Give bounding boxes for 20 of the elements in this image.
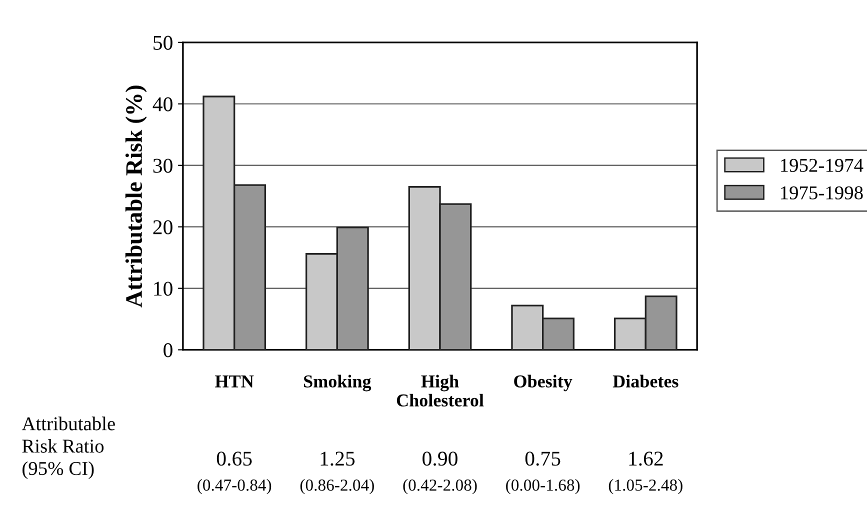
y-tick-label: 30 [153, 158, 172, 173]
legend-label: 1952-1974 [781, 158, 864, 172]
x-tick-label: HTN [215, 376, 254, 388]
x-tick-label: Obesity [514, 374, 572, 392]
x-tick-label: Diabetes [612, 374, 678, 388]
y-axis-title: Attributable Risk (%) [125, 86, 147, 308]
text: 0.75 (0.00-1.68) [506, 452, 580, 494]
text: 1.25 (0.86-2.04) [300, 452, 374, 494]
y-tick-label: 20 [153, 220, 172, 234]
y-tick-label: 50 [154, 36, 172, 50]
y-tick-label: 40 [152, 97, 172, 112]
y-tick-label: 0 [164, 343, 172, 358]
x-tick-label: High Cholesterol [396, 374, 484, 407]
text: Attributable Risk Ratio (95% CI) [22, 416, 115, 480]
legend-label: 1975-1998 [781, 186, 863, 200]
text: 0.65 (0.47-0.84) [198, 452, 272, 494]
y-tick-label: 10 [154, 282, 172, 296]
text: 0.90 (0.42-2.08) [403, 452, 477, 494]
text: 1.62 (1.05-2.48) [608, 452, 682, 494]
x-tick-label: Smoking [304, 374, 372, 392]
